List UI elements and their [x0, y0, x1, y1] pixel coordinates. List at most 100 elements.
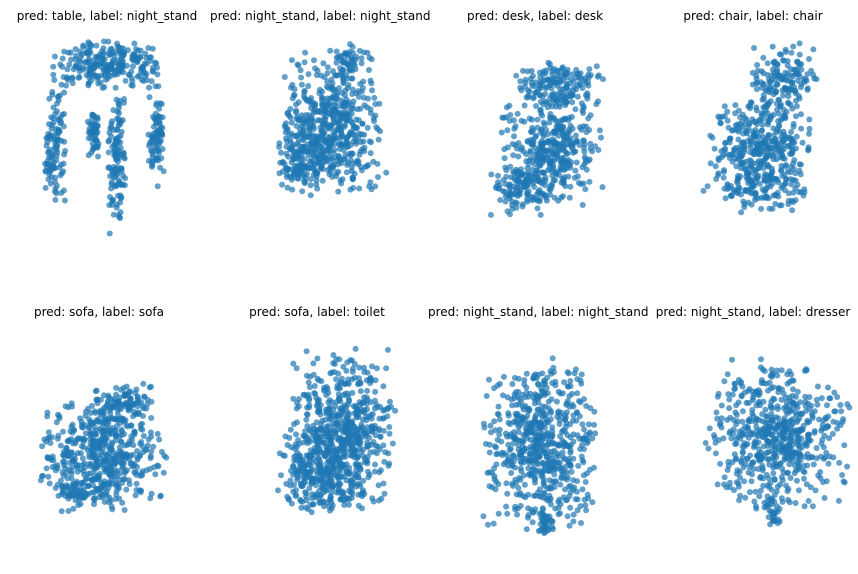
point: [511, 374, 518, 381]
point: [769, 66, 776, 73]
point: [501, 146, 508, 153]
point: [356, 151, 363, 158]
point: [487, 422, 494, 429]
point: [297, 168, 304, 175]
point: [771, 138, 778, 145]
point: [361, 364, 367, 371]
point: [753, 107, 760, 114]
point: [56, 415, 63, 422]
point: [784, 70, 791, 77]
point: [529, 519, 536, 526]
point: [562, 116, 569, 122]
point: [541, 390, 548, 397]
point: [157, 493, 164, 500]
point: [293, 405, 300, 412]
point: [581, 137, 587, 144]
point: [570, 511, 577, 518]
point: [295, 62, 302, 69]
point: [514, 410, 521, 417]
point: [801, 189, 808, 196]
point: [107, 471, 113, 478]
panel-8: pred: night_stand, label: dresser: [646, 296, 858, 574]
point: [726, 405, 733, 412]
point: [533, 412, 539, 418]
point: [105, 462, 112, 469]
point: [720, 174, 727, 181]
point: [109, 201, 116, 208]
point: [372, 112, 379, 119]
point: [122, 175, 129, 182]
point: [86, 416, 93, 423]
point: [530, 492, 537, 499]
point: [722, 195, 729, 202]
point: [792, 177, 799, 184]
point: [294, 150, 301, 156]
point: [727, 135, 734, 142]
point: [587, 466, 593, 473]
point: [495, 510, 502, 517]
point: [574, 478, 581, 485]
point: [564, 442, 571, 449]
point: [91, 121, 98, 128]
point: [714, 415, 721, 422]
point: [328, 83, 334, 90]
point: [783, 162, 790, 169]
point: [322, 480, 328, 487]
point: [574, 93, 581, 100]
point: [312, 102, 319, 109]
point: [753, 86, 760, 93]
point: [352, 345, 359, 352]
point: [556, 148, 563, 155]
point: [299, 188, 306, 195]
point: [114, 411, 121, 418]
point: [308, 495, 315, 502]
point: [795, 93, 802, 99]
point: [333, 48, 340, 55]
point: [342, 110, 349, 117]
point: [116, 48, 123, 55]
point: [563, 91, 570, 98]
point: [363, 458, 370, 465]
point: [806, 56, 812, 62]
point: [359, 416, 366, 423]
point: [374, 443, 381, 450]
point: [87, 431, 94, 438]
point: [577, 503, 584, 510]
point: [536, 467, 543, 474]
point: [49, 88, 56, 95]
point: [353, 473, 360, 480]
point: [99, 84, 106, 91]
point: [141, 393, 148, 400]
point: [539, 430, 546, 437]
point: [548, 459, 555, 466]
point: [380, 442, 387, 449]
point: [564, 496, 571, 503]
point: [113, 416, 120, 423]
point: [50, 457, 57, 464]
point: [159, 146, 166, 152]
point: [339, 453, 346, 460]
point: [796, 40, 803, 47]
point: [83, 475, 90, 482]
point: [85, 118, 91, 125]
point: [92, 388, 99, 395]
point: [317, 165, 324, 172]
point: [585, 421, 592, 428]
point: [760, 482, 767, 489]
point: [293, 431, 299, 438]
point: [308, 475, 315, 481]
point: [345, 82, 352, 88]
point: [324, 70, 331, 77]
point: [721, 378, 728, 385]
point: [285, 165, 292, 172]
point: [583, 166, 590, 173]
point: [573, 66, 580, 73]
point: [88, 135, 95, 141]
point: [331, 106, 337, 113]
point: [735, 107, 742, 114]
point: [567, 489, 574, 496]
point: [156, 436, 163, 443]
point: [789, 79, 796, 86]
panel-title: pred: sofa, label: sofa: [34, 305, 164, 319]
point: [503, 503, 510, 510]
